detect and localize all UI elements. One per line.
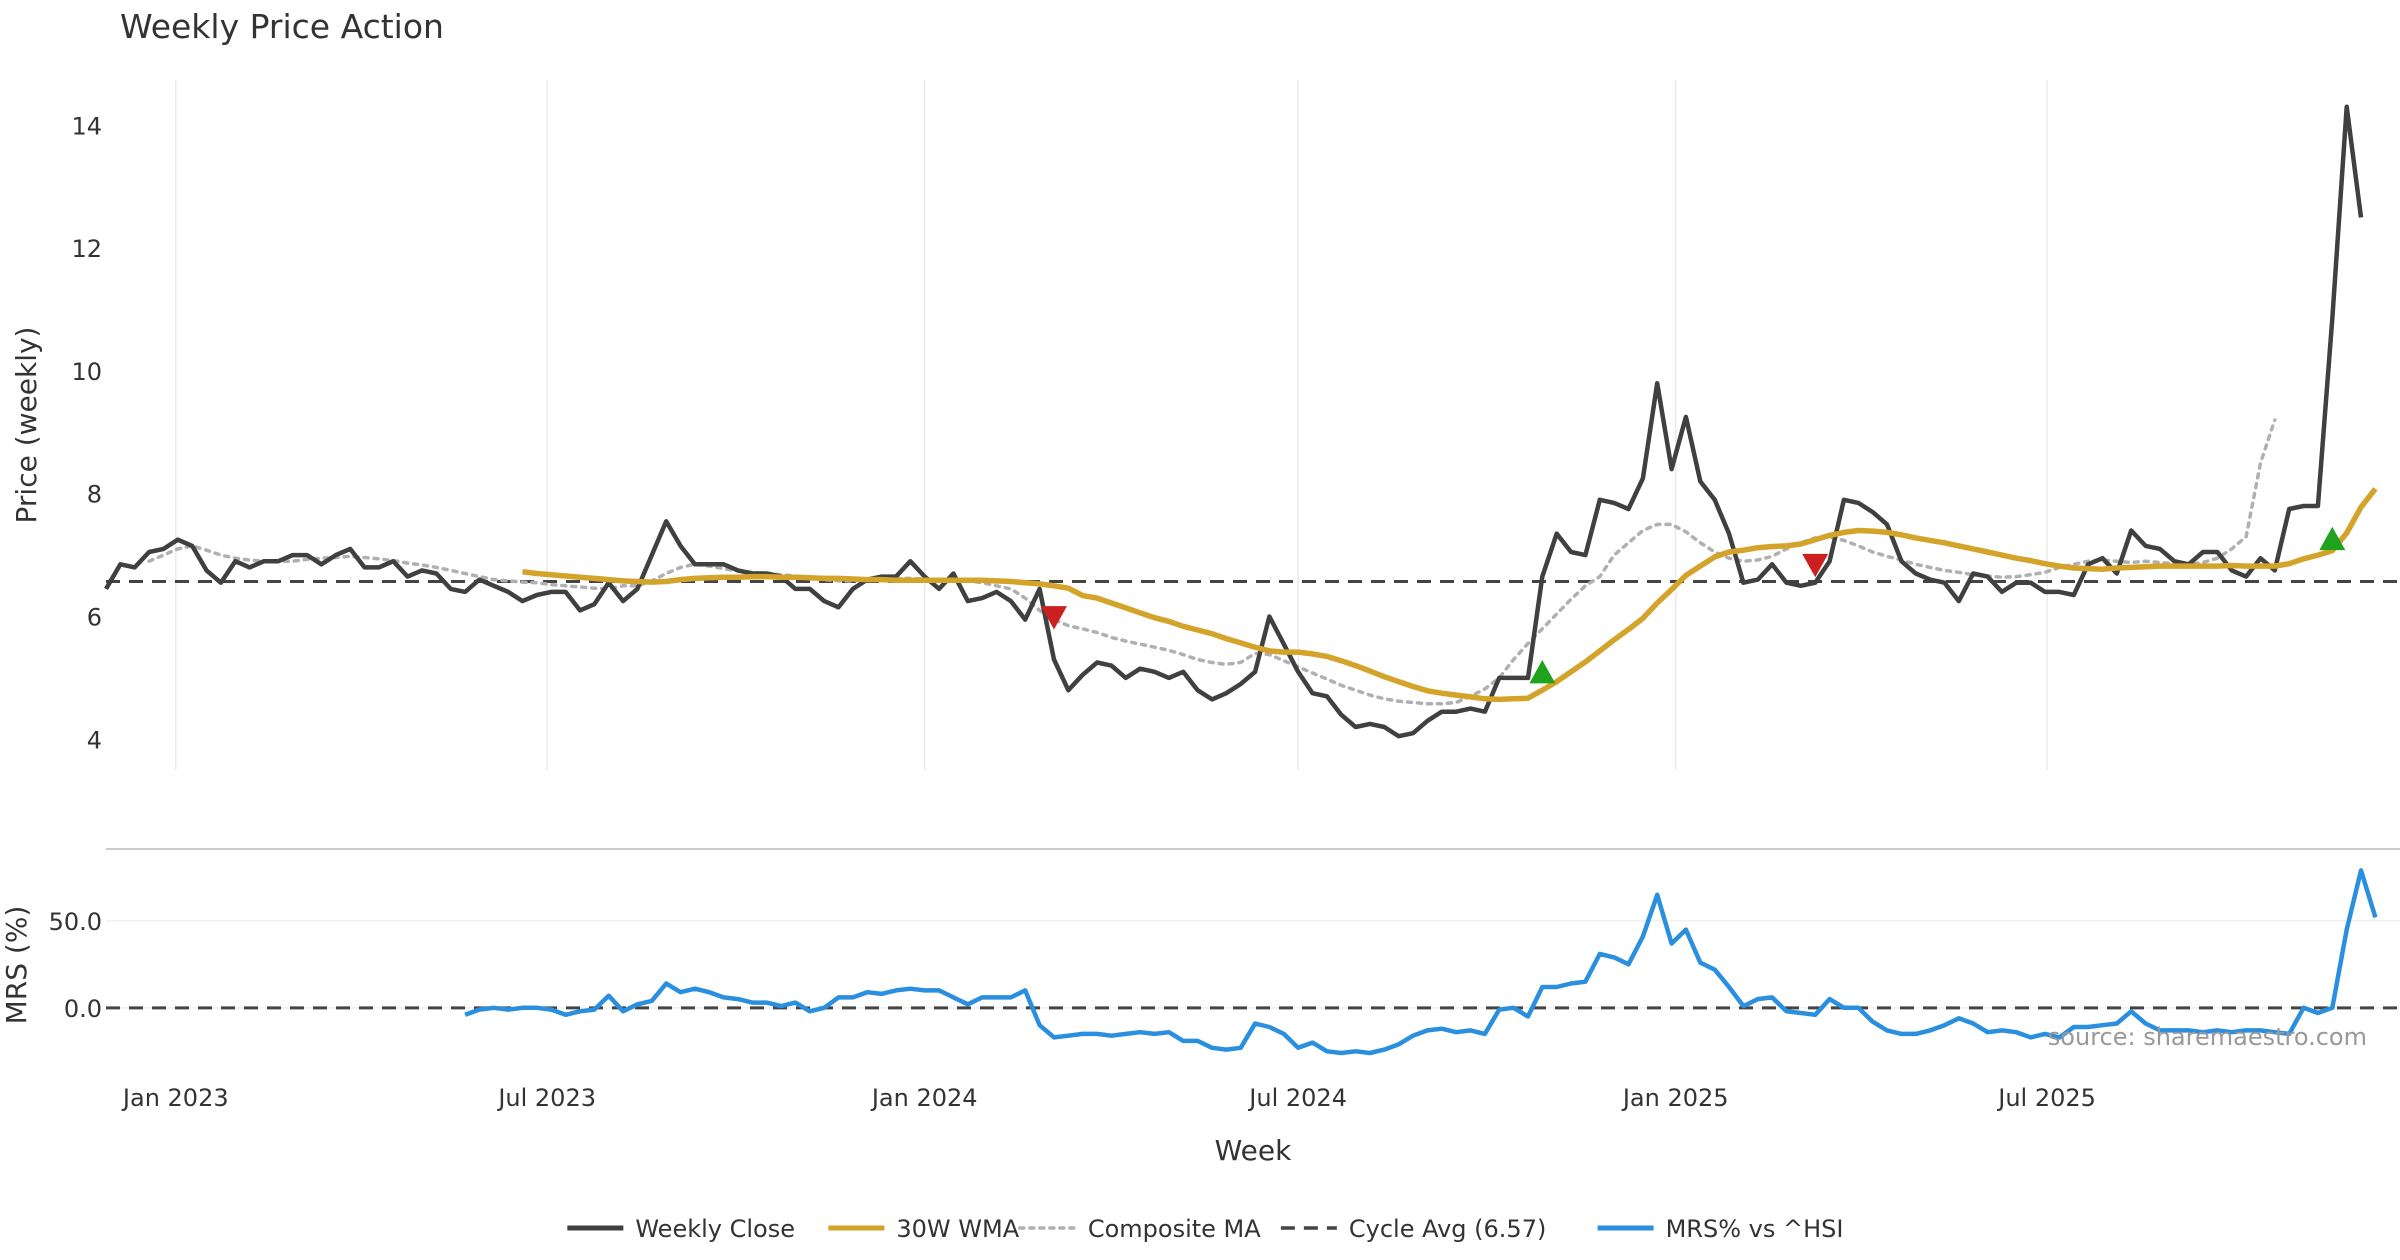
mrs-line [464,868,2378,1056]
mrs-grid [106,920,2400,1009]
sell-signal-marker [1802,553,1829,578]
mrs-y-ticks: 0.0 50.0 [49,908,102,1023]
x-tick-label: Jul 2023 [496,1084,596,1112]
price-y-tick-label: 4 [87,726,102,754]
legend-label: Weekly Close [635,1215,795,1243]
price-y-axis-label: Price (weekly) [10,327,43,524]
legend-label: Cycle Avg (6.57) [1349,1215,1546,1243]
source-text: source: sharemaestro.com [2048,1023,2367,1051]
buy-signal-marker [1529,659,1556,684]
mrs-y-tick-label: 50.0 [49,908,102,936]
x-tick-label: Jan 2025 [1621,1084,1729,1112]
signal-markers [1040,526,2346,684]
legend-label: 30W WMA [896,1215,1019,1243]
legend: Weekly Close 30W WMA Composite MA Cycle Avg… [567,1215,1843,1243]
wma-30w-line [522,487,2378,703]
weekly-close-line [104,104,2364,739]
x-tick-label: Jul 2025 [1996,1084,2096,1112]
buy-signal-marker [2319,526,2346,551]
composite-ma-line [147,418,2277,706]
x-tick-label: Jul 2024 [1247,1084,1347,1112]
mrs-y-tick-label: 0.0 [64,995,102,1023]
price-series [104,104,2400,739]
price-y-ticks: 4 6 8 10 12 14 [71,112,102,754]
price-y-tick-label: 6 [87,603,102,631]
price-y-tick-label: 12 [71,235,102,263]
mrs-y-axis-label: MRS (%) [0,906,33,1025]
mrs-series [106,868,2400,1056]
x-tick-label: Jan 2024 [870,1084,978,1112]
sell-signal-marker [1040,606,1067,630]
legend-label: Composite MA [1088,1215,1261,1243]
price-y-tick-label: 8 [87,481,102,509]
price-y-tick-label: 10 [71,358,102,386]
price-y-tick-label: 14 [71,112,102,140]
x-tick-label: Jan 2023 [121,1084,229,1112]
x-ticks: Jan 2023 Jul 2023 Jan 2024 Jul 2024 Jan 2025… [121,1084,2096,1112]
x-axis-label: Week [1215,1134,1292,1167]
price-grid [175,80,2048,770]
legend-label: MRS% vs ^HSI [1666,1215,1844,1243]
chart-title: Weekly Price Action [120,7,444,46]
